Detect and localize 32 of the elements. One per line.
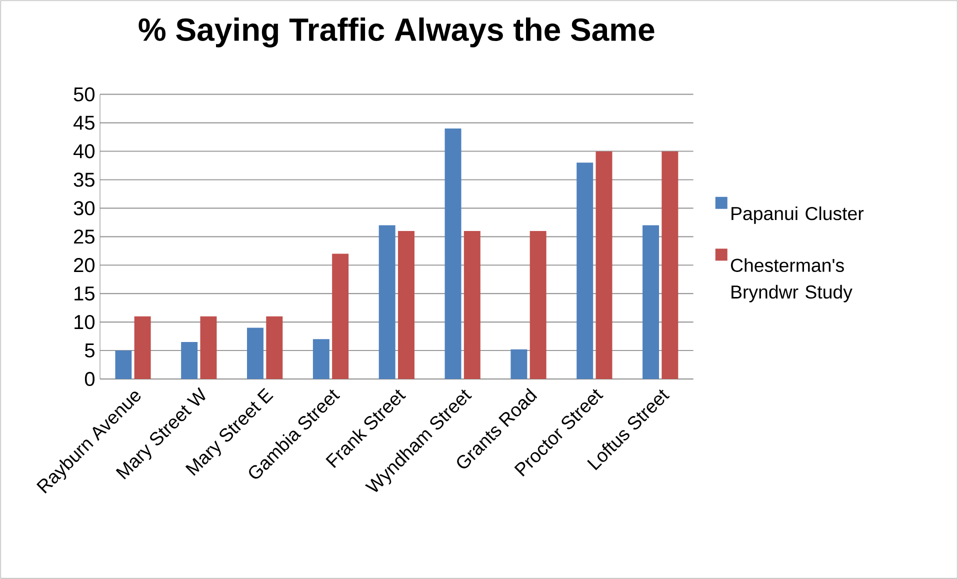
y-tick-label: 20: [74, 258, 95, 272]
bar: [200, 316, 217, 379]
bar: [510, 349, 528, 379]
bar: [444, 128, 462, 379]
bar: [115, 350, 132, 379]
bar: [662, 151, 678, 379]
y-tick-label: 50: [74, 87, 95, 102]
bar: [134, 316, 151, 379]
bar: [398, 230, 414, 379]
bar: [378, 225, 396, 379]
legend-label: Chesterman's Bryndwr Study: [730, 258, 852, 302]
y-tick-label: 45: [74, 116, 94, 130]
bar: [464, 230, 480, 379]
bar: [312, 339, 330, 379]
y-tick-label: 15: [74, 286, 94, 301]
bar: [181, 342, 198, 379]
y-tick-label: 30: [74, 201, 95, 216]
bar: [576, 162, 594, 379]
y-tick-label: 40: [74, 144, 95, 158]
y-tick-label: 25: [74, 230, 94, 244]
y-tick-label: 5: [84, 344, 94, 358]
bar: [530, 230, 546, 379]
bar: [642, 225, 660, 379]
legend-label: Papanui Cluster: [732, 206, 864, 224]
y-tick-label: 0: [84, 372, 95, 386]
bar: [596, 151, 612, 379]
y-tick-label: 35: [74, 172, 94, 187]
bar: [332, 254, 349, 379]
bar: [266, 316, 283, 379]
chart-title: % Saying Traffic Always the Same: [138, 18, 654, 48]
bar: [247, 328, 264, 379]
y-tick-label: 10: [74, 314, 95, 330]
